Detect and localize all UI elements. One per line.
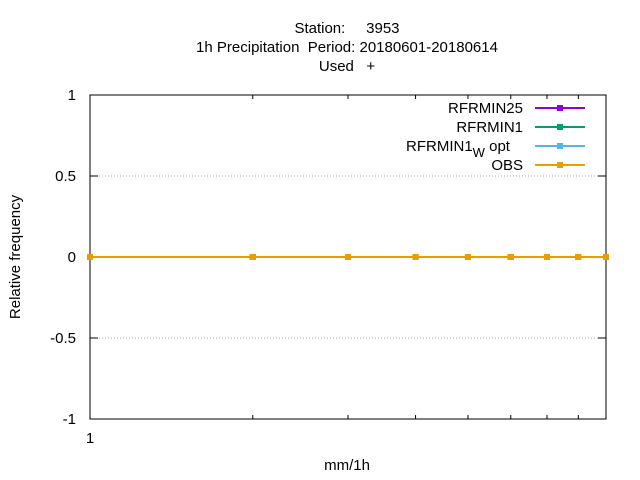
x-axis: 1	[86, 95, 607, 447]
data-point	[507, 254, 514, 260]
x-tick-label: 1	[86, 430, 94, 447]
chart-title: Station: 3953 1h Precipitation Period: 20…	[196, 20, 498, 75]
x-axis-label: mm/1h	[324, 457, 370, 474]
data-point	[603, 254, 609, 260]
data-point	[249, 254, 256, 260]
legend-marker	[557, 143, 563, 149]
data-point	[345, 254, 351, 260]
legend-marker	[557, 124, 563, 130]
legend-label: OBS	[491, 157, 523, 174]
legend-label: RFRMIN1	[456, 119, 523, 136]
y-tick-label: -1	[63, 411, 76, 428]
legend-label: RFRMIN25	[448, 100, 523, 117]
data-point	[87, 254, 93, 260]
legend-marker	[557, 162, 563, 168]
title-line: Station: 3953	[294, 20, 399, 37]
legend-item: OBS	[491, 157, 585, 174]
data-point	[464, 254, 471, 260]
data-point	[575, 254, 582, 260]
title-line: 1h Precipitation Period: 20180601-201806…	[196, 39, 498, 56]
legend-label: RFRMIN1W opt	[406, 138, 511, 160]
series	[87, 254, 609, 260]
y-tick-label: 0.5	[55, 168, 76, 185]
legend-marker	[557, 105, 563, 111]
y-axis-label: Relative frequency	[7, 194, 24, 319]
data-point	[543, 254, 550, 260]
y-tick-label: 0	[68, 249, 76, 266]
legend-item: RFRMIN1	[456, 119, 585, 136]
title-line: Used +	[319, 58, 376, 75]
data-point	[412, 254, 419, 260]
legend-item: RFRMIN25	[448, 100, 585, 117]
y-tick-label: -0.5	[50, 330, 76, 347]
y-tick-label: 1	[68, 87, 76, 104]
legend-item: RFRMIN1W opt	[406, 138, 585, 160]
